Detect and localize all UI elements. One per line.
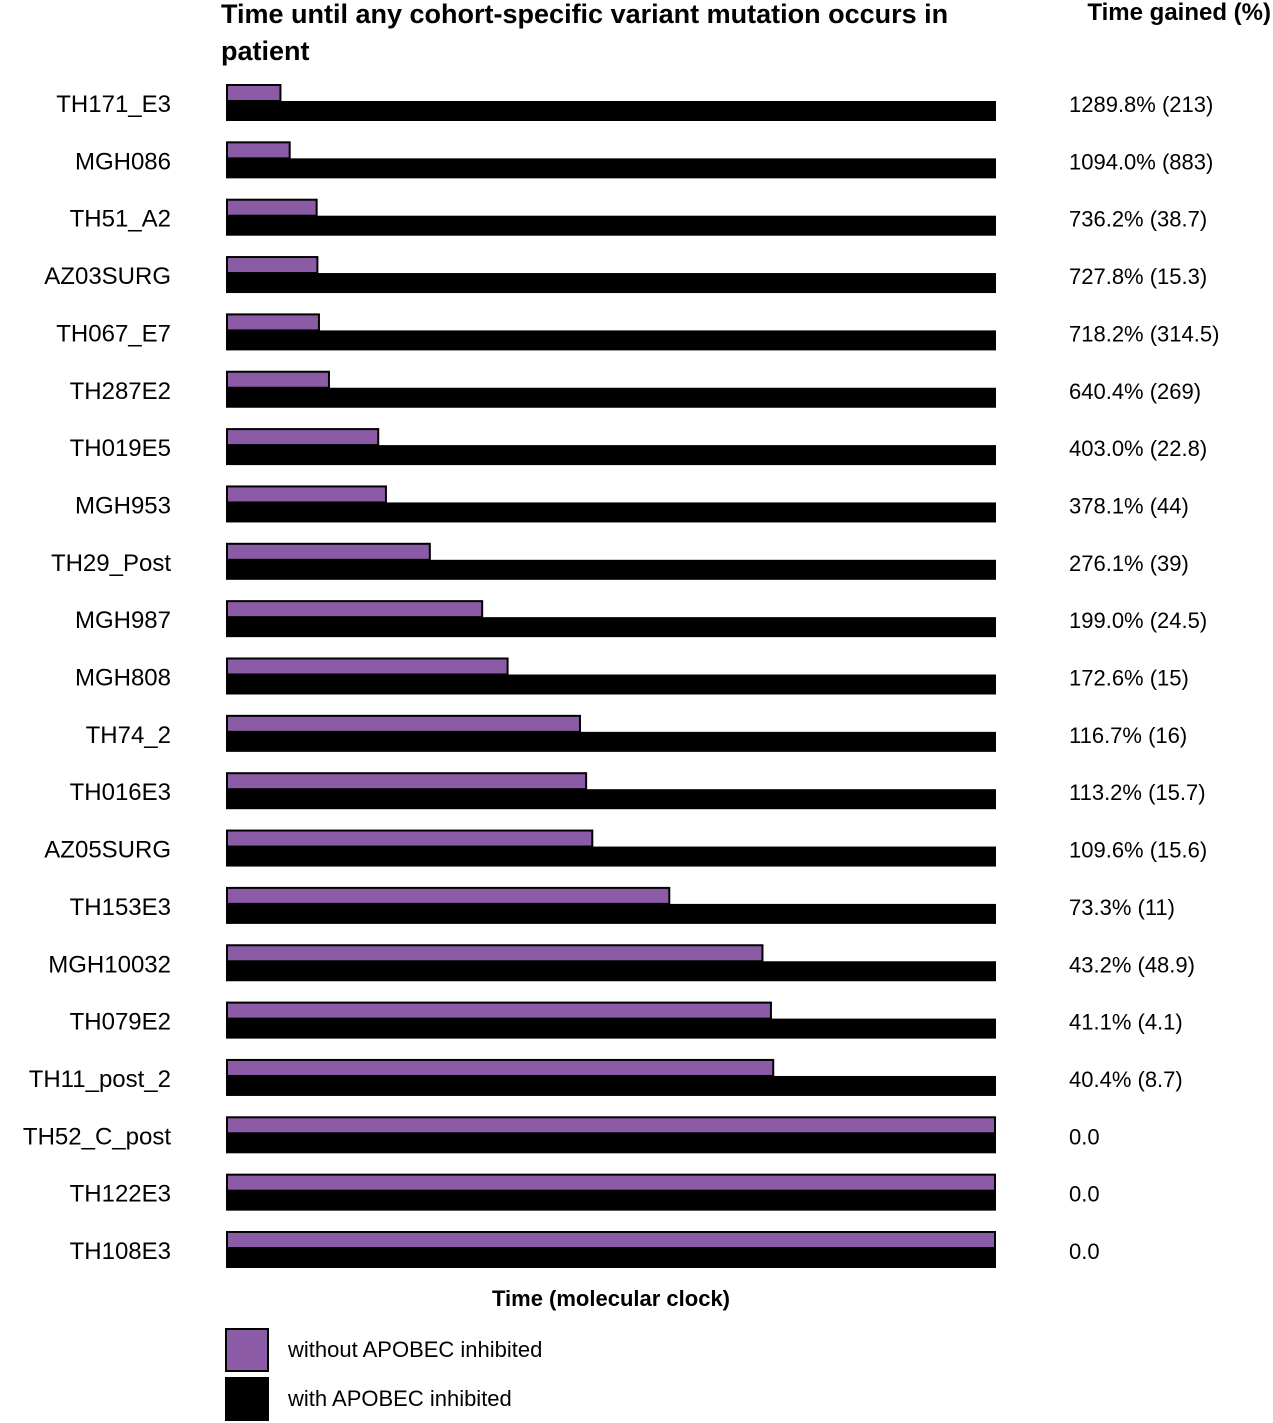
bar-without-apobec-mgh10032 (226, 944, 764, 963)
time-gained-value: 40.4% (8.7) (1069, 1067, 1183, 1092)
time-gained-value: 73.3% (11) (1069, 895, 1175, 920)
category-label: TH067_E7 (56, 320, 171, 347)
bar-with-apobec-th122e3 (226, 1190, 996, 1211)
category-label: TH74_2 (86, 722, 171, 749)
bar-with-apobec-mgh086 (226, 158, 996, 179)
bar-with-apobec-az03surg (226, 273, 996, 294)
time-gained-value: 0.0 (1069, 1239, 1100, 1264)
time-gained-value: 41.1% (4.1) (1069, 1010, 1183, 1035)
bar-with-apobec-th108e3 (226, 1248, 996, 1268)
category-label: AZ03SURG (44, 263, 171, 290)
category-label: TH29_Post (51, 550, 171, 577)
bar-without-apobec-mgh953 (226, 485, 387, 504)
bar-without-apobec-th11-post-2 (226, 1058, 775, 1077)
time-gained-value: 43.2% (48.9) (1069, 952, 1195, 977)
bar-without-apobec-th287e2 (226, 370, 330, 389)
bar-without-apobec-az05surg (226, 829, 594, 848)
bar-with-apobec-mgh10032 (226, 961, 996, 982)
bar-with-apobec-th153e3 (226, 903, 996, 924)
bar-with-apobec-az05surg (226, 846, 996, 867)
legend-swatch-black (225, 1377, 269, 1421)
time-gained-value: 1094.0% (883) (1069, 149, 1213, 174)
bar-without-apobec-mgh987 (226, 600, 484, 619)
bar-with-apobec-th52-c-post (226, 1133, 996, 1154)
bar-without-apobec-th019e5 (226, 428, 380, 447)
bar-with-apobec-th11-post-2 (226, 1075, 996, 1096)
category-label: TH122E3 (70, 1181, 171, 1208)
time-gained-value: 276.1% (39) (1069, 551, 1189, 576)
category-label: TH52_C_post (23, 1123, 171, 1150)
bar-with-apobec-th079e2 (226, 1018, 996, 1039)
bar-without-apobec-th52-c-post (226, 1116, 996, 1135)
time-gained-value: 113.2% (15.7) (1069, 780, 1206, 805)
time-gained-value: 378.1% (44) (1069, 493, 1189, 518)
category-label: TH016E3 (70, 779, 171, 806)
category-label: TH171_E3 (56, 91, 171, 118)
time-gained-value: 116.7% (16) (1069, 723, 1187, 748)
legend-label-without-apobec: without APOBEC inhibited (288, 1337, 543, 1362)
category-label: AZ05SURG (44, 837, 171, 864)
bar-with-apobec-th51-a2 (226, 215, 996, 236)
bar-without-apobec-th74-2 (226, 714, 581, 733)
time-gained-value: 109.6% (15.6) (1069, 838, 1207, 863)
time-gained-value: 718.2% (314.5) (1069, 321, 1219, 346)
category-label: TH287E2 (70, 378, 171, 405)
time-gained-value: 640.4% (269) (1069, 379, 1201, 404)
bar-without-apobec-th171-e3 (226, 84, 282, 102)
bar-without-apobec-az03surg (226, 256, 319, 275)
bar-without-apobec-th079e2 (226, 1001, 772, 1020)
bar-without-apobec-th29-post (226, 542, 431, 561)
bar-with-apobec-mgh987 (226, 617, 996, 638)
category-label: TH11_post_2 (29, 1066, 171, 1093)
time-gained-value: 403.0% (22.8) (1069, 436, 1207, 461)
category-label: MGH086 (75, 148, 171, 175)
bar-without-apobec-mgh808 (226, 657, 509, 676)
time-gained-value: 172.6% (15) (1069, 666, 1189, 691)
time-gained-value: 727.8% (15.3) (1069, 264, 1207, 289)
time-gained-value: 1289.8% (213) (1069, 92, 1213, 117)
bar-without-apobec-th108e3 (226, 1231, 996, 1249)
bar-without-apobec-th122e3 (226, 1173, 996, 1192)
bar-with-apobec-th016e3 (226, 789, 996, 810)
time-gained-value: 0.0 (1069, 1124, 1100, 1149)
bar-with-apobec-th171-e3 (226, 101, 996, 121)
bar-without-apobec-mgh086 (226, 141, 291, 160)
bar-with-apobec-th74-2 (226, 731, 996, 752)
bar-with-apobec-th019e5 (226, 445, 996, 466)
bar-without-apobec-th51-a2 (226, 198, 318, 217)
legend-swatch-purple (225, 1328, 269, 1372)
category-label: MGH808 (75, 665, 171, 692)
category-label: MGH953 (75, 492, 171, 519)
chart-title: Time until any cohort-specific variant m… (221, 0, 949, 66)
bar-without-apobec-th016e3 (226, 772, 588, 791)
category-label: TH51_A2 (70, 206, 171, 233)
time-gained-header: Time gained (%) (1087, 0, 1271, 26)
bar-without-apobec-th067-e7 (226, 313, 320, 332)
category-label: MGH10032 (48, 951, 171, 978)
category-label: TH079E2 (70, 1009, 171, 1036)
bar-with-apobec-mgh808 (226, 674, 996, 695)
category-label: TH019E5 (70, 435, 171, 462)
legend-label-with-apobec: with APOBEC inhibited (288, 1386, 512, 1411)
time-gained-value: 736.2% (38.7) (1069, 207, 1207, 232)
time-gained-value: 199.0% (24.5) (1069, 608, 1207, 633)
category-label: TH153E3 (70, 894, 171, 921)
bar-with-apobec-mgh953 (226, 502, 996, 523)
time-gained-value: 0.0 (1069, 1182, 1100, 1207)
category-label: TH108E3 (70, 1238, 171, 1265)
bar-without-apobec-th153e3 (226, 886, 671, 905)
category-label: MGH987 (75, 607, 171, 634)
bar-with-apobec-th287e2 (226, 387, 996, 408)
bar-with-apobec-th067-e7 (226, 330, 996, 351)
x-axis-label: Time (molecular clock) (491, 1286, 730, 1311)
bar-with-apobec-th29-post (226, 559, 996, 580)
